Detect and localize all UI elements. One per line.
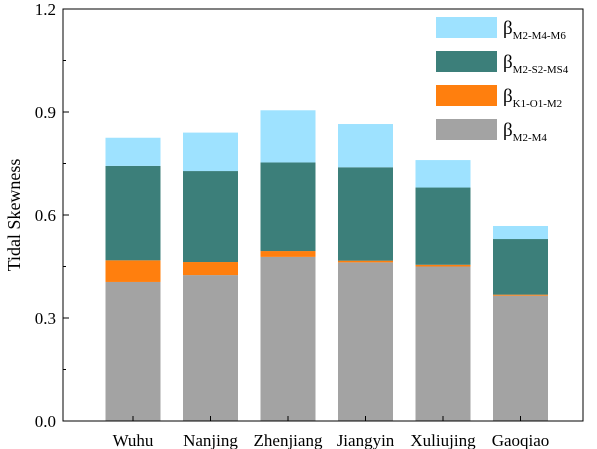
- x-tick-label-zhenjiang: Zhenjiang: [254, 431, 323, 449]
- bar-zhenjiang-m2-s2-ms4: [260, 162, 316, 252]
- bar-gaoqiao-m2-s2-ms4: [493, 239, 548, 295]
- bar-jiangyin-m2-m4: [338, 262, 393, 421]
- bar-zhenjiang-m2-m4: [260, 256, 316, 421]
- bar-zhenjiang-m2-m4-m6: [260, 110, 316, 163]
- bar-xuliujing-m2-m4: [415, 266, 471, 421]
- y-tick-label: 0.9: [35, 103, 56, 122]
- bar-wuhu-m2-s2-ms4: [105, 165, 161, 261]
- bar-wuhu-m2-m4: [105, 281, 161, 421]
- bar-zhenjiang-k1-o1-m2: [260, 251, 316, 257]
- bar-jiangyin-k1-o1-m2: [338, 260, 393, 263]
- bar-wuhu-k1-o1-m2: [105, 260, 161, 282]
- bar-wuhu-m2-m4-m6: [105, 137, 161, 166]
- y-tick-label: 0.3: [35, 309, 56, 328]
- bars-layer: [105, 110, 548, 421]
- legend-label-m2-m4-m6: βM2-M4-M6: [503, 18, 566, 42]
- x-tick-label-nanjing: Nanjing: [183, 431, 238, 449]
- bar-xuliujing-m2-s2-ms4: [415, 187, 471, 265]
- bar-nanjing-m2-m4: [183, 275, 238, 421]
- legend-swatch-m2-s2-ms4: [436, 51, 497, 72]
- bar-jiangyin-m2-s2-ms4: [338, 167, 393, 261]
- bar-gaoqiao-m2-m4-m6: [493, 225, 548, 240]
- legend-swatch-k1-o1-m2: [436, 85, 497, 106]
- y-tick-label: 0.6: [35, 206, 56, 225]
- y-tick-label: 1.2: [35, 0, 56, 19]
- y-axis-ticks: 0.0 0.3 0.6 0.9 1.2: [35, 0, 69, 431]
- legend-swatch-m2-m4: [436, 119, 497, 140]
- x-tick-label-xuliujing: Xuliujing: [410, 431, 476, 449]
- bar-xuliujing-k1-o1-m2: [415, 264, 471, 267]
- legend-label-k1-o1-m2: βK1-O1-M2: [503, 86, 562, 110]
- legend-label-m2-m4: βM2-M4: [503, 120, 547, 144]
- legend-swatch-m2-m4-m6: [436, 17, 497, 38]
- legend: βM2-M4-M6 βM2-S2-MS4 βK1-O1-M2 βM2-M4: [436, 17, 569, 144]
- bar-nanjing-k1-o1-m2: [183, 262, 238, 276]
- x-tick-label-gaoqiao: Gaoqiao: [492, 431, 550, 449]
- bar-nanjing-m2-m4-m6: [183, 132, 238, 172]
- bar-jiangyin-m2-m4-m6: [338, 124, 393, 168]
- x-tick-label-wuhu: Wuhu: [113, 431, 154, 449]
- legend-label-m2-s2-ms4: βM2-S2-MS4: [503, 52, 569, 76]
- bar-xuliujing-m2-m4-m6: [415, 160, 471, 188]
- bar-nanjing-m2-s2-ms4: [183, 171, 238, 263]
- y-axis-title: Tidal Skewness: [4, 159, 24, 272]
- bar-gaoqiao-k1-o1-m2: [493, 294, 548, 296]
- x-tick-label-jiangyin: Jiangyin: [337, 431, 395, 449]
- bar-gaoqiao-m2-m4: [493, 295, 548, 421]
- x-axis-labels: Wuhu Nanjing Zhenjiang Jiangyin Xuliujing Gao…: [113, 416, 550, 449]
- y-tick-label: 0.0: [35, 412, 56, 431]
